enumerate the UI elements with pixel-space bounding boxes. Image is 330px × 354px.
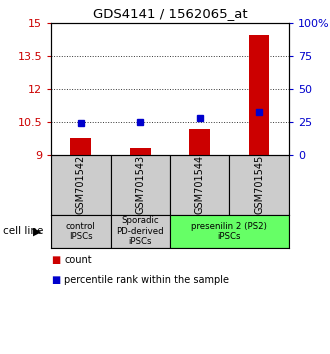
Text: cell line: cell line: [3, 226, 44, 236]
Text: presenilin 2 (PS2)
iPSCs: presenilin 2 (PS2) iPSCs: [191, 222, 267, 241]
Bar: [51, 155, 111, 215]
Text: ▶: ▶: [33, 226, 42, 236]
Title: GDS4141 / 1562065_at: GDS4141 / 1562065_at: [93, 7, 247, 21]
Bar: [111, 155, 170, 215]
Text: GSM701544: GSM701544: [195, 155, 205, 215]
Bar: [170, 155, 229, 215]
Bar: [51, 215, 111, 248]
Bar: [111, 215, 170, 248]
Text: GSM701545: GSM701545: [254, 155, 264, 215]
Text: percentile rank within the sample: percentile rank within the sample: [64, 275, 229, 285]
Text: Sporadic
PD-derived
iPSCs: Sporadic PD-derived iPSCs: [116, 216, 164, 246]
Bar: [71, 138, 91, 155]
Bar: [229, 155, 289, 215]
Bar: [130, 148, 150, 155]
Text: ■: ■: [51, 275, 60, 285]
Bar: [249, 35, 269, 155]
Text: control
IPSCs: control IPSCs: [66, 222, 96, 241]
Bar: [170, 215, 289, 248]
Text: ■: ■: [51, 255, 60, 265]
Text: count: count: [64, 255, 92, 265]
Bar: [189, 129, 210, 155]
Text: GSM701543: GSM701543: [135, 155, 145, 215]
Text: GSM701542: GSM701542: [76, 155, 86, 215]
